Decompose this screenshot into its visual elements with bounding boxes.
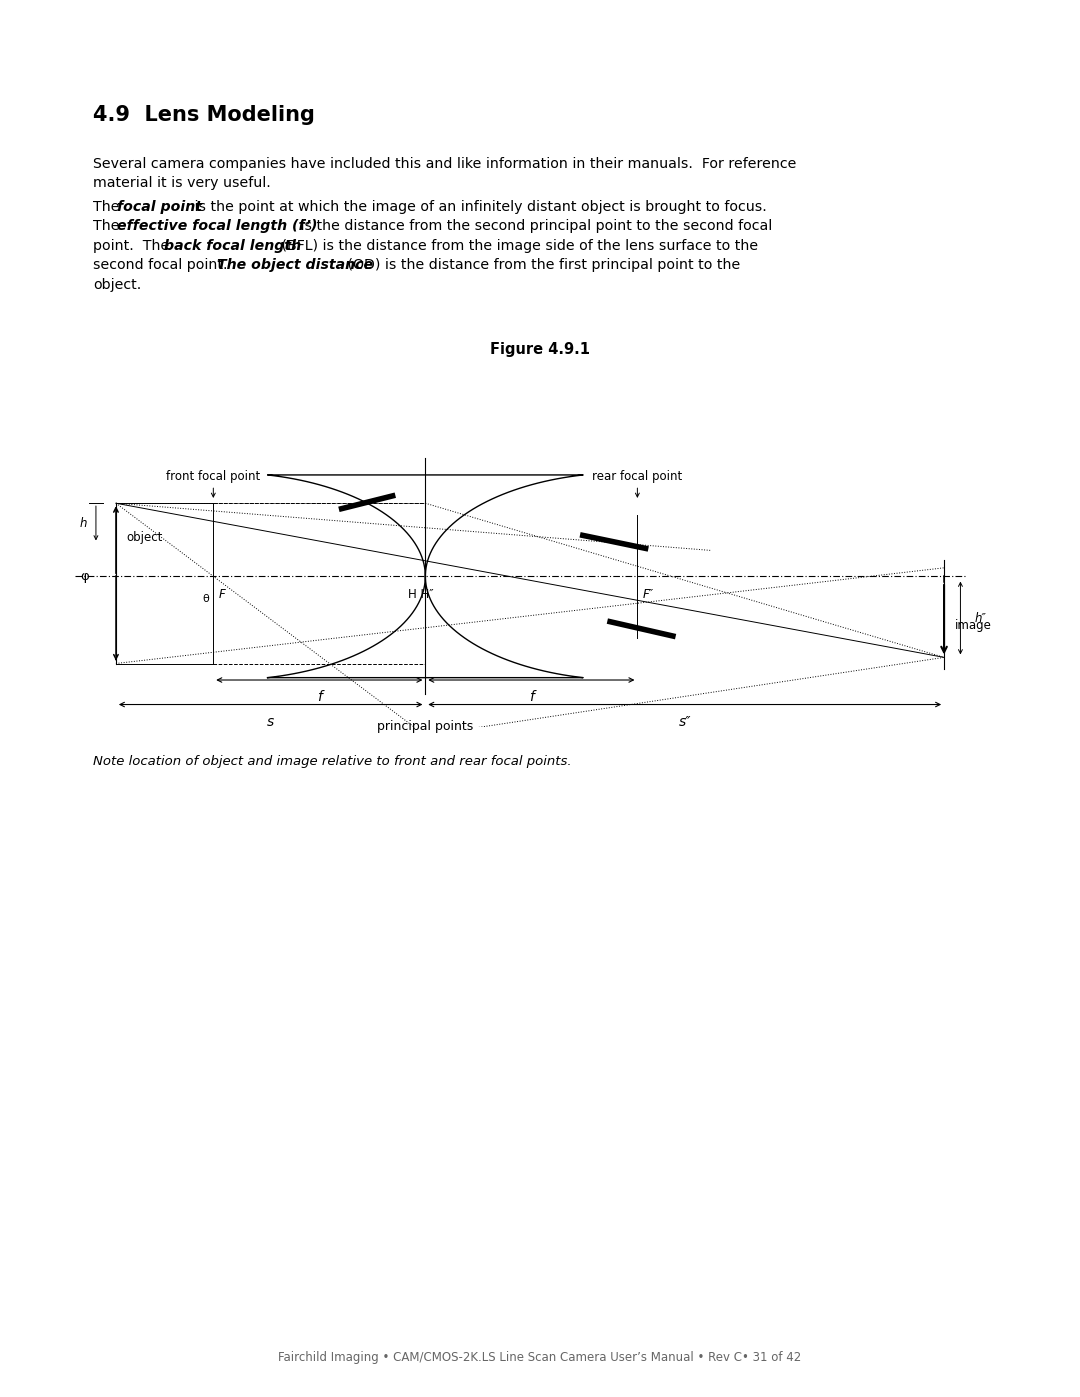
- Text: θ: θ: [203, 594, 210, 604]
- Text: h: h: [80, 517, 86, 531]
- Text: F: F: [219, 588, 226, 601]
- Text: image: image: [955, 619, 991, 633]
- Text: The object distance: The object distance: [217, 258, 374, 272]
- Text: Figure 4.9.1: Figure 4.9.1: [490, 342, 590, 358]
- Text: H H″: H H″: [408, 588, 433, 601]
- Text: effective focal length (f’): effective focal length (f’): [117, 219, 318, 233]
- Text: second focal point.: second focal point.: [93, 258, 237, 272]
- Text: front focal point: front focal point: [166, 471, 260, 483]
- Text: Fairchild Imaging • CAM/CMOS-2K.LS Line Scan Camera User’s Manual • Rev C• 31 of: Fairchild Imaging • CAM/CMOS-2K.LS Line …: [279, 1351, 801, 1365]
- Text: h″: h″: [974, 612, 986, 624]
- Text: object: object: [126, 531, 163, 545]
- Text: 4.9  Lens Modeling: 4.9 Lens Modeling: [93, 105, 315, 124]
- Text: (BFL) is the distance from the image side of the lens surface to the: (BFL) is the distance from the image sid…: [276, 239, 758, 253]
- Text: rear focal point: rear focal point: [592, 471, 683, 483]
- Text: Several camera companies have included this and like information in their manual: Several camera companies have included t…: [93, 156, 796, 170]
- Text: back focal length: back focal length: [164, 239, 301, 253]
- Text: is the distance from the second principal point to the second focal: is the distance from the second principa…: [296, 219, 772, 233]
- Text: object.: object.: [93, 278, 141, 292]
- Text: (OD) is the distance from the first principal point to the: (OD) is the distance from the first prin…: [343, 258, 741, 272]
- Text: φ: φ: [80, 570, 89, 583]
- Text: The: The: [93, 219, 124, 233]
- Text: principal points: principal points: [377, 719, 473, 733]
- Text: s: s: [267, 715, 274, 729]
- Text: f: f: [316, 690, 322, 704]
- Text: The: The: [93, 200, 124, 214]
- Text: focal point: focal point: [117, 200, 202, 214]
- Text: F″: F″: [643, 588, 654, 601]
- Text: Note location of object and image relative to front and rear focal points.: Note location of object and image relati…: [93, 756, 571, 768]
- Text: material it is very useful.: material it is very useful.: [93, 176, 271, 190]
- Text: is the point at which the image of an infinitely distant object is brought to fo: is the point at which the image of an in…: [190, 200, 767, 214]
- Text: f: f: [529, 690, 534, 704]
- Text: s″: s″: [678, 715, 691, 729]
- Text: point.  The: point. The: [93, 239, 174, 253]
